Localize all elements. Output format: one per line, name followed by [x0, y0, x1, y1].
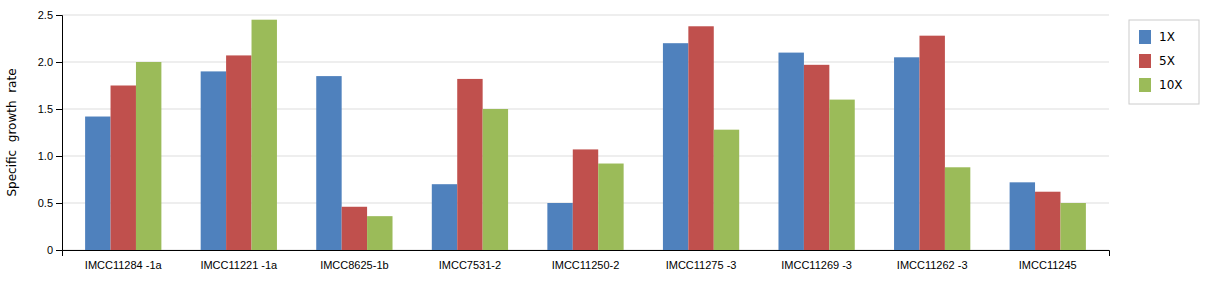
y-tick: 1.0 — [38, 150, 62, 162]
bar — [894, 57, 919, 250]
legend-label: 1X — [1159, 30, 1175, 44]
legend-swatch — [1139, 30, 1151, 44]
tick-label: 1.0 — [38, 150, 53, 162]
bars — [85, 20, 1086, 250]
grid — [62, 15, 1109, 250]
tick-label: 2.5 — [38, 9, 53, 21]
bar — [778, 53, 803, 250]
bar — [829, 100, 854, 250]
y-tick: 0.5 — [38, 197, 62, 209]
bar — [226, 55, 251, 250]
y-axis-title: Specific growth rate — [5, 68, 19, 196]
x-tick: IMCC11245 — [1019, 259, 1077, 271]
tick-label: IMCC7531-2 — [439, 259, 501, 271]
legend-swatch — [1139, 78, 1151, 92]
x-tick: IMCC11284 -1a — [85, 259, 163, 271]
tick-mark — [56, 109, 62, 110]
tick-mark — [56, 15, 62, 16]
y-axis: 0 0.5 1.0 1.5 2.0 2.5 — [38, 9, 63, 256]
bar — [547, 203, 572, 250]
y-tick: 1.5 — [38, 103, 62, 115]
bar — [201, 71, 226, 250]
bar — [457, 79, 482, 250]
bar — [945, 167, 970, 250]
tick-mark — [56, 62, 62, 63]
grid-line — [62, 62, 1109, 63]
legend-item: 1X — [1139, 30, 1175, 44]
bar — [804, 65, 829, 250]
x-tick: IMCC11275 -3 — [666, 259, 737, 271]
x-tick: IMCC11269 -3 — [781, 259, 852, 271]
chart: 0 0.5 1.0 1.5 2.0 2.5 IMCC11284 -1a IMCC11221 -… — [0, 0, 1219, 290]
tick-label: IMCC11262 -3 — [897, 259, 968, 271]
bar — [1035, 192, 1060, 250]
bar — [111, 86, 136, 251]
bar — [432, 184, 457, 250]
axis-line — [63, 251, 1110, 257]
x-tick: IMCC7531-2 — [439, 259, 501, 271]
tick-label: IMCC11284 -1a — [85, 259, 163, 271]
tick-label: IMCC11250-2 — [552, 259, 620, 271]
tick-label: 0.5 — [38, 197, 53, 209]
tick-label: IMCC11245 — [1019, 259, 1077, 271]
plot: 0 0.5 1.0 1.5 2.0 2.5 IMCC11284 -1a IMCC11221 -… — [38, 9, 1110, 271]
bar — [252, 20, 277, 250]
series — [85, 43, 1035, 250]
legend-swatch — [1139, 54, 1151, 68]
legend-label: 5X — [1159, 54, 1175, 68]
x-axis: IMCC11284 -1a IMCC11221 -1a IMCC8625-1b IMC… — [63, 251, 1110, 271]
tick-label: 0 — [47, 244, 53, 256]
x-tick: IMCC11221 -1a — [200, 259, 278, 271]
series — [136, 20, 1086, 250]
y-tick: 0 — [47, 244, 62, 256]
legend-item: 10X — [1139, 78, 1183, 92]
y-tick: 2.0 — [38, 56, 62, 68]
bar — [1060, 203, 1085, 250]
bar — [573, 149, 598, 250]
bar — [342, 207, 367, 250]
y-tick: 2.5 — [38, 9, 62, 21]
bar — [85, 117, 110, 250]
grid-line — [62, 15, 1109, 16]
tick-label: 1.5 — [38, 103, 53, 115]
tick-mark — [56, 156, 62, 157]
bar — [316, 76, 341, 250]
x-tick: IMCC11262 -3 — [897, 259, 968, 271]
axis-line — [56, 16, 63, 251]
x-tick: IMCC11250-2 — [552, 259, 620, 271]
bar — [919, 36, 944, 250]
bar — [483, 109, 508, 250]
tick-mark — [56, 203, 62, 204]
x-tick: IMCC8625-1b — [320, 259, 388, 271]
bar — [714, 130, 739, 250]
tick-label: IMCC11269 -3 — [781, 259, 852, 271]
tick-label: 2.0 — [38, 56, 53, 68]
bar — [1010, 182, 1035, 250]
bar — [598, 164, 623, 250]
tick-label: IMCC8625-1b — [320, 259, 388, 271]
legend: 1X 5X 10X — [1129, 20, 1199, 104]
tick-label: IMCC11275 -3 — [666, 259, 737, 271]
bar — [367, 216, 392, 250]
bar — [663, 43, 688, 250]
tick-mark — [56, 250, 62, 251]
legend-item: 5X — [1139, 54, 1175, 68]
bar — [136, 62, 161, 250]
bar — [688, 26, 713, 250]
legend-label: 10X — [1159, 78, 1183, 92]
tick-label: IMCC11221 -1a — [200, 259, 278, 271]
legend-frame — [1129, 20, 1199, 104]
